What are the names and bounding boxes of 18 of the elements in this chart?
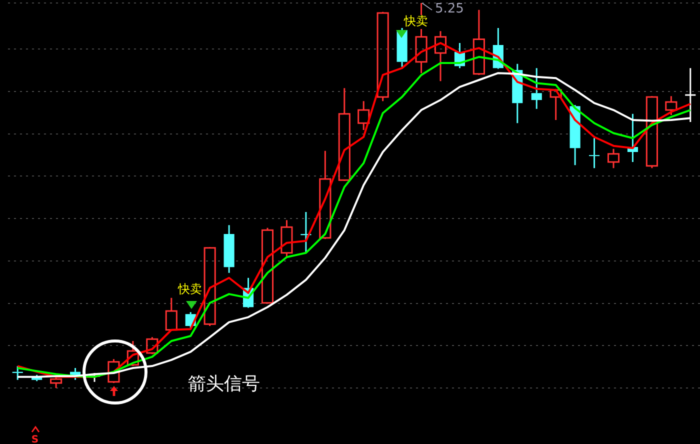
candlestick [607,148,620,169]
candlestick [550,89,562,121]
candlestick [665,95,678,116]
candlestick [531,67,542,110]
candlestick [472,9,485,76]
annotation: 快卖 [177,282,202,296]
candlestick [338,87,350,182]
candlestick [434,30,447,82]
text: S [31,434,39,444]
candlestick [588,137,600,169]
candlestick [165,297,178,331]
candlestick [319,150,332,240]
candlestick [224,224,234,274]
candlestick [126,340,139,367]
annotation: 箭头信号 [188,374,260,395]
annotation: 5.25 [435,1,464,16]
candlestick [358,100,370,131]
annotation: 快卖 [403,14,428,28]
